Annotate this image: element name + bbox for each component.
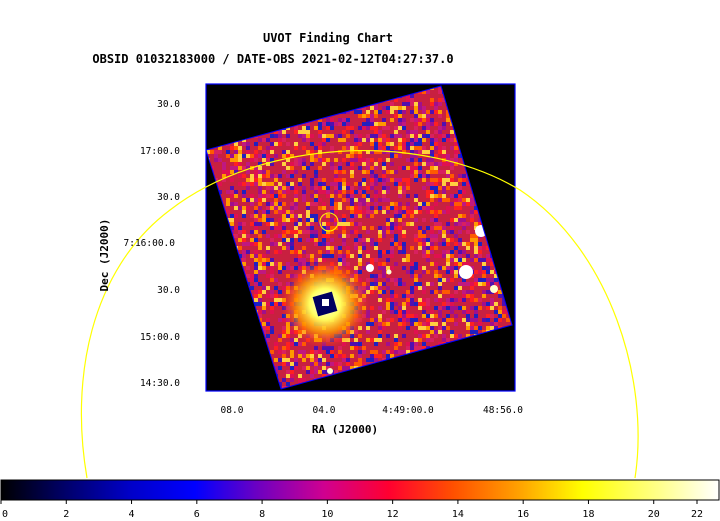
- target-marker: [319, 212, 339, 232]
- colorbar-tick-label: 22: [691, 509, 703, 520]
- field-stars: [327, 225, 498, 374]
- y-tick-label: 30.0: [157, 192, 180, 203]
- y-axis-label: Dec (J2000): [98, 219, 111, 292]
- colorbar-tick-label: 8: [259, 509, 265, 520]
- colorbar-tick-label: 20: [648, 509, 660, 520]
- colorbar-tick-label: 10: [321, 509, 333, 520]
- y-tick-label: 15:00.0: [140, 332, 180, 343]
- star: [386, 269, 392, 275]
- colorbar-tick-label: 18: [582, 509, 594, 520]
- colorbar-tick-label: 14: [452, 509, 464, 520]
- colorbar-tick-label: 16: [517, 509, 529, 520]
- x-tick-label: 08.0: [221, 405, 244, 416]
- colorbar-tick-label: 4: [129, 509, 135, 520]
- star: [459, 265, 473, 279]
- colorbar-ticks: 0 2 4 6 8 10 12 14 16 18 20 22: [0, 500, 703, 520]
- image-footprint-edge: [206, 85, 513, 390]
- colorbar-tick-label: 2: [63, 509, 69, 520]
- chart-title: UVOT Finding Chart: [263, 31, 393, 45]
- y-tick-label: 7:16:00.0: [124, 238, 176, 249]
- x-tick-label: 04.0: [313, 405, 336, 416]
- y-tick-label: 30.0: [157, 285, 180, 296]
- bright-source: [281, 260, 369, 348]
- y-tick-label: 30.0: [157, 99, 180, 110]
- star: [327, 368, 333, 374]
- x-tick-label: 48:56.0: [483, 405, 523, 416]
- y-tick-label: 17:00.0: [140, 146, 180, 157]
- colorbar-tick-label: 12: [387, 509, 399, 520]
- fov-arc: [80, 150, 639, 479]
- colorbar-tick-label: 0: [2, 509, 8, 520]
- star: [366, 264, 374, 272]
- star: [490, 285, 498, 293]
- chart-subtitle: OBSID 01032183000 / DATE-OBS 2021-02-12T…: [92, 52, 453, 66]
- image-footprint: [206, 85, 513, 390]
- x-axis-label: RA (J2000): [312, 423, 378, 436]
- y-tick-label: 14:30.0: [140, 378, 180, 389]
- source-core-dot: [322, 299, 329, 306]
- x-tick-label: 4:49:00.0: [382, 405, 434, 416]
- plot-frame: [205, 83, 516, 392]
- colorbar-tick-label: 6: [194, 509, 200, 520]
- colorbar: [0, 479, 720, 501]
